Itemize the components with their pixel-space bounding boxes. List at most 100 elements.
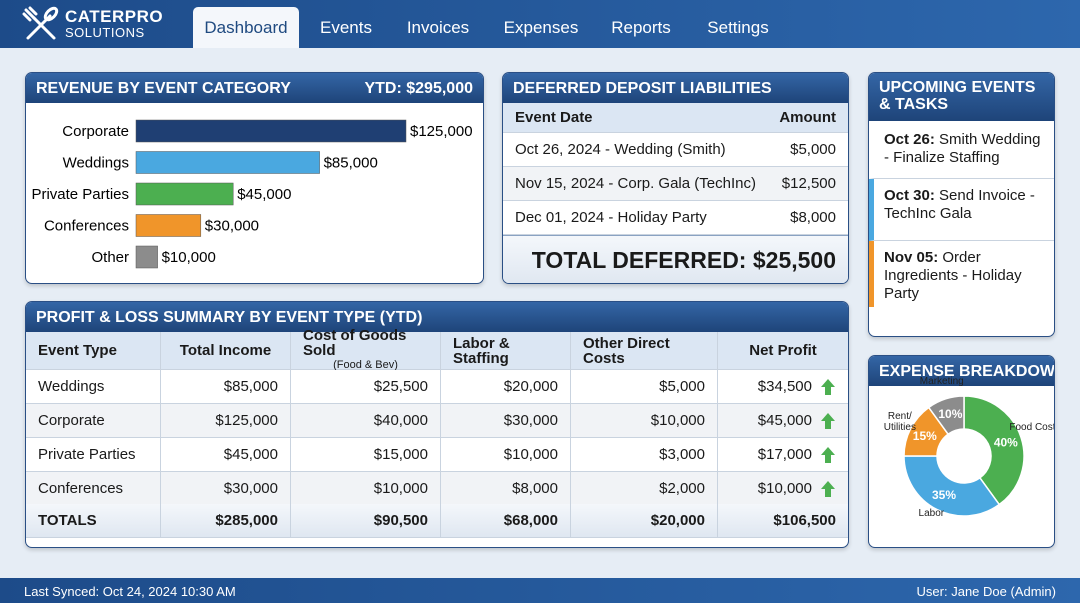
table-cell: $10,000 <box>718 472 848 505</box>
table-cell: Private Parties <box>26 438 161 471</box>
cell-value: $25,500 <box>373 378 428 395</box>
table-cell: Labor & Staffing <box>441 332 571 369</box>
cell-value: $15,000 <box>373 446 428 463</box>
bar <box>135 214 202 237</box>
cell-value: $68,000 <box>503 512 558 529</box>
value-label: $45,000 <box>237 186 291 203</box>
value-label: $85,000 <box>324 155 378 172</box>
table-cell: $106,500 <box>718 504 848 537</box>
table-cell: $40,000 <box>291 404 441 437</box>
table-row: Conferences $30,000 $10,000 $8,000 $2,000 $10… <box>26 472 848 506</box>
column-header: Other Direct Costs <box>583 334 670 367</box>
event-date: Oct 26: <box>884 131 935 148</box>
percent-label: 15% <box>913 429 937 443</box>
bar <box>135 151 320 174</box>
table-header: Event Date Amount <box>503 103 848 133</box>
nav-tab[interactable]: Expenses <box>503 17 579 37</box>
arrow <box>821 412 835 429</box>
last-synced: Last Synced: Oct 24, 2024 10:30 AM <box>24 584 236 599</box>
slice-label: Rent/ Utilities <box>883 411 916 434</box>
column-note: (Food & Bev) <box>333 359 398 371</box>
slice-label: Marketing <box>919 375 964 387</box>
table-cell: Conferences <box>26 472 161 505</box>
event-date: Nov 05: <box>884 249 939 266</box>
event-text: Smith Wedding - Finalize Staffing <box>884 131 1041 166</box>
percent-label: 40% <box>994 435 1018 449</box>
bar-chart: Corporate $125,000 Weddings $85,000 Private … <box>31 119 473 269</box>
table-cell: $5,000 <box>571 370 718 403</box>
cell-value: $125,000 <box>215 412 278 429</box>
value-label: $30,000 <box>205 218 259 235</box>
amount: $8,000 <box>790 209 836 226</box>
table-cell: Cost of Goods Sold (Food & Bev) <box>291 328 441 371</box>
column-header: Cost of Goods Sold <box>303 327 407 359</box>
column-header: Amount <box>779 109 836 126</box>
bar <box>135 245 158 269</box>
column-header: Event Date <box>515 109 593 126</box>
donut-slice <box>927 395 965 436</box>
cell-value: $45,000 <box>757 412 812 429</box>
nav-tab[interactable]: Events <box>320 17 372 37</box>
amount: $12,500 <box>781 175 836 192</box>
totals-row: TOTALS $285,000 $90,500 $68,000 $20,000 $106,… <box>26 504 848 538</box>
nav-tab[interactable]: Dashboard <box>193 7 299 48</box>
table-cell: TOTALS <box>26 504 161 537</box>
cell-value: Corporate <box>38 412 105 429</box>
up-arrow-icon <box>821 412 835 429</box>
table-cell: $90,500 <box>291 504 441 537</box>
panel-title: REVENUE BY EVENT CATEGORY <box>36 80 291 97</box>
table-cell: Corporate <box>26 404 161 437</box>
cell-value: Private Parties <box>38 446 136 463</box>
cell-value: $2,000 <box>659 480 705 497</box>
revenue-panel: REVENUE BY EVENT CATEGORY YTD: $295,000 C… <box>25 72 484 284</box>
cell-value: $85,000 <box>223 378 278 395</box>
cell-value: $90,500 <box>373 512 428 529</box>
cell-value: TOTALS <box>38 512 97 529</box>
column-header: Labor & Staffing <box>453 334 510 367</box>
table-cell: $45,000 <box>718 404 848 437</box>
event-date: Nov 15, 2024 - Corp. Gala (TechInc) <box>515 175 756 192</box>
table-row: Corporate $125,000 $40,000 $30,000 $10,000 $4… <box>26 404 848 438</box>
table-cell: $3,000 <box>571 438 718 471</box>
deferred-panel: DEFERRED DEPOSIT LIABILITIES Event Date A… <box>502 72 849 284</box>
total-row: TOTAL DEFERRED: $25,500 <box>503 235 848 283</box>
expense-panel: EXPENSE BREAKDOWN 40% 35% 15% 10% Food Cost… <box>868 355 1055 548</box>
panel-title: DEFERRED DEPOSIT LIABILITIES <box>503 73 848 103</box>
table-cell: Other Direct Costs <box>571 332 718 369</box>
bar <box>135 182 234 206</box>
cell-value: $10,000 <box>650 412 705 429</box>
table-row: Weddings $85,000 $25,500 $20,000 $5,000 $34,5… <box>26 370 848 404</box>
cell-value: $17,000 <box>757 446 812 463</box>
table-header: Event Type Total Income Cost of Goods Sold… <box>26 328 848 371</box>
events-panel: UPCOMING EVENTS & TASKS Oct 26: Smith We… <box>868 72 1055 337</box>
table-cell: $10,000 <box>441 438 571 471</box>
table-cell: $15,000 <box>291 438 441 471</box>
up-arrow-icon <box>821 378 835 395</box>
ytd-total: YTD: $295,000 <box>364 80 473 97</box>
table-cell: $17,000 <box>718 438 848 471</box>
table-cell: $85,000 <box>161 370 291 403</box>
arrow <box>821 378 835 395</box>
nav-tab[interactable]: Invoices <box>406 17 470 37</box>
cell-value: $8,000 <box>512 480 558 497</box>
nav-tab[interactable]: Reports <box>611 17 671 37</box>
table-cell: $30,000 <box>441 404 571 437</box>
panel-title: PROFIT & LOSS SUMMARY BY EVENT TYPE (YTD… <box>26 302 848 332</box>
cell-value: $34,500 <box>757 378 812 395</box>
event-item: Oct 30: Send Invoice - TechInc Gala <box>869 179 1054 241</box>
cell-value: $20,000 <box>650 512 705 529</box>
bar <box>135 119 407 143</box>
category-label: Conferences <box>44 218 129 235</box>
category-label: Other <box>91 249 129 266</box>
cell-value: $40,000 <box>373 412 428 429</box>
nav-tab[interactable]: Settings <box>707 17 769 37</box>
table-cell: $20,000 <box>571 504 718 537</box>
table-cell: $20,000 <box>441 370 571 403</box>
cell-value: $3,000 <box>659 446 705 463</box>
table-cell: Total Income <box>161 332 291 369</box>
amount: $5,000 <box>790 141 836 158</box>
logo-icon <box>22 6 59 40</box>
table-row: Dec 01, 2024 - Holiday Party $8,000 <box>503 201 848 235</box>
cell-value: $10,000 <box>757 480 812 497</box>
top-bar: CATERPRO SOLUTIONS Dashboard Events Invoic… <box>0 0 1080 48</box>
